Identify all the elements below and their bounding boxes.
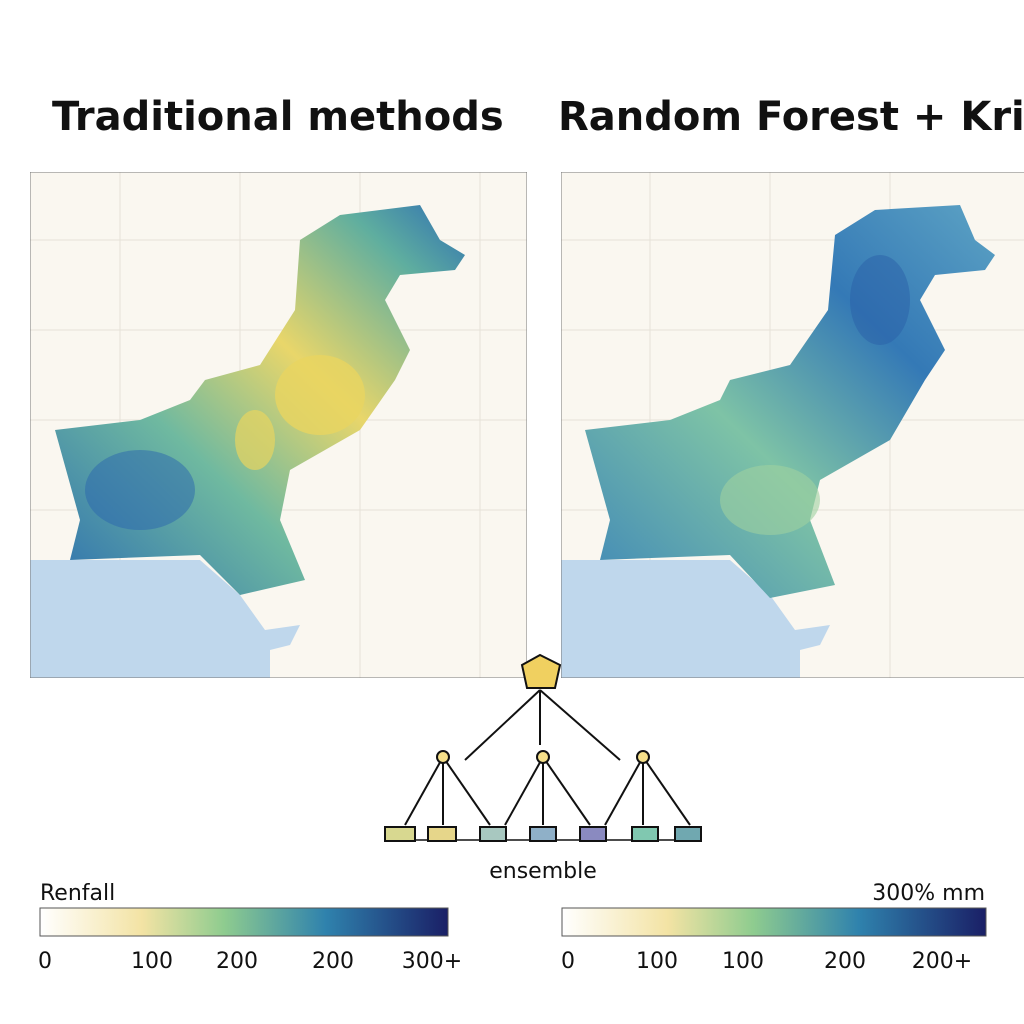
colorbar: [39, 907, 449, 937]
colorbar-tick: 200: [216, 949, 258, 974]
colorbar-tick: 200: [312, 949, 354, 974]
map: [30, 172, 527, 678]
map: [561, 172, 1024, 678]
ensemble-diagram: [384, 653, 702, 842]
colorbar-tick: 300+: [402, 949, 462, 974]
colorbar-tick: 100: [636, 949, 678, 974]
panel-title: Traditional methods: [52, 94, 504, 140]
colorbar-tick: 100: [131, 949, 173, 974]
colorbar: [561, 907, 987, 937]
colorbar-tick: 100: [722, 949, 764, 974]
panel-title: Random Forest + Kriging: [558, 94, 1024, 140]
colorbar-tick: 0: [561, 949, 575, 974]
colorbar-tick: 200+: [912, 949, 972, 974]
colorbar-label: 300% mm: [872, 881, 985, 906]
diagram-label: ensemble: [489, 859, 597, 884]
colorbar-label: Renfall: [40, 881, 115, 906]
colorbar-tick: 0: [38, 949, 52, 974]
colorbar-tick: 200: [824, 949, 866, 974]
